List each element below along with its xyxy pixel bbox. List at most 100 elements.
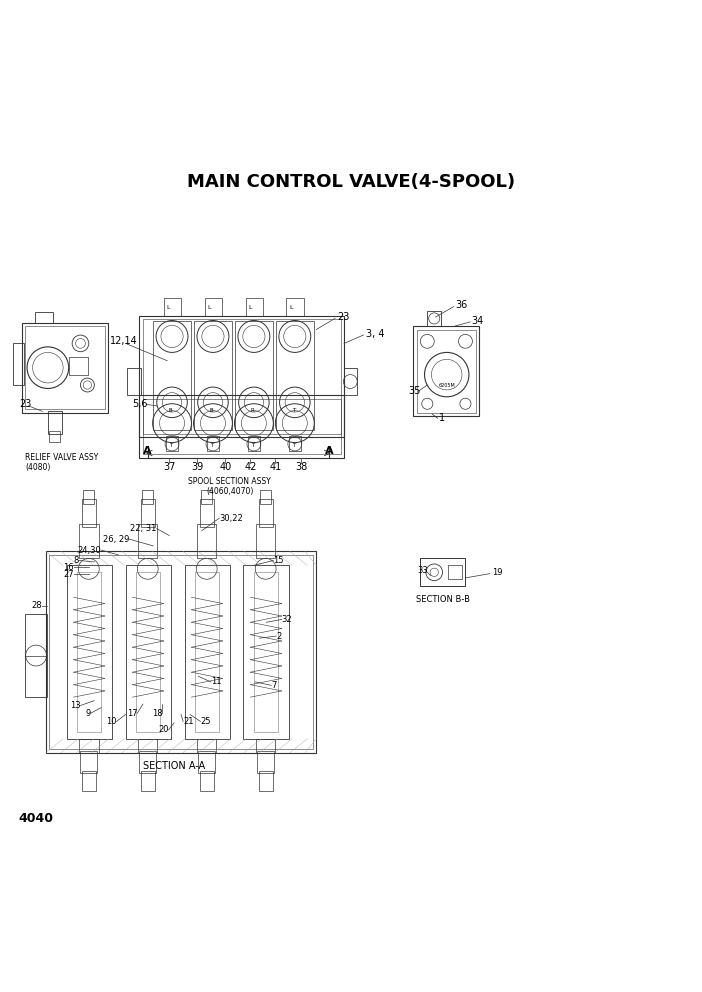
Text: 1: 1 xyxy=(439,414,445,424)
Text: B: B xyxy=(210,408,213,414)
Bar xyxy=(81,751,97,774)
Text: R: R xyxy=(251,408,254,414)
Text: 41: 41 xyxy=(269,462,282,472)
Text: 40: 40 xyxy=(219,462,232,472)
Bar xyxy=(413,326,479,417)
Text: T: T xyxy=(169,442,172,447)
Text: L: L xyxy=(249,305,252,310)
Text: 21: 21 xyxy=(183,717,194,726)
Bar xyxy=(69,357,88,375)
Bar xyxy=(77,572,101,732)
Bar xyxy=(259,772,272,791)
Text: 8: 8 xyxy=(74,556,79,565)
Text: 15: 15 xyxy=(273,556,284,565)
Text: 22, 31: 22, 31 xyxy=(131,524,157,533)
Bar xyxy=(235,321,273,431)
Text: 17: 17 xyxy=(127,708,138,717)
Bar xyxy=(166,435,178,451)
Bar xyxy=(417,329,476,413)
Text: 33: 33 xyxy=(417,565,428,574)
Text: 35: 35 xyxy=(408,386,420,396)
Text: 28: 28 xyxy=(32,601,42,610)
Text: MAIN CONTROL VALVE(4-SPOOL): MAIN CONTROL VALVE(4-SPOOL) xyxy=(187,174,515,191)
Bar xyxy=(127,368,141,396)
Text: L: L xyxy=(167,305,171,310)
Text: 19: 19 xyxy=(492,567,503,576)
Bar xyxy=(199,751,215,774)
Bar xyxy=(254,572,278,732)
Text: 27: 27 xyxy=(63,569,74,579)
Text: 24,30: 24,30 xyxy=(77,546,101,555)
Text: 11: 11 xyxy=(211,678,221,686)
Bar xyxy=(79,739,98,753)
Text: $\mathbf{A}$: $\mathbf{A}$ xyxy=(143,443,153,455)
Text: SECTION A-A: SECTION A-A xyxy=(143,761,205,771)
Bar xyxy=(49,555,313,749)
Bar xyxy=(201,490,212,504)
Bar xyxy=(256,739,275,753)
Bar xyxy=(49,432,60,441)
Text: 16: 16 xyxy=(63,562,74,572)
Bar xyxy=(448,565,462,579)
Text: 20: 20 xyxy=(158,725,168,734)
Text: 34: 34 xyxy=(472,315,484,325)
Text: 12,14: 12,14 xyxy=(110,336,138,346)
Bar xyxy=(136,572,160,732)
Text: 36: 36 xyxy=(455,301,468,310)
Bar xyxy=(84,490,94,504)
Text: 9: 9 xyxy=(86,708,91,717)
Text: 39: 39 xyxy=(192,462,204,472)
Text: 7: 7 xyxy=(271,681,277,689)
Bar xyxy=(289,435,301,451)
Text: 42: 42 xyxy=(245,462,257,472)
Text: 5,6: 5,6 xyxy=(133,400,148,410)
Bar xyxy=(200,499,213,527)
Bar xyxy=(259,499,272,527)
Text: 30,22: 30,22 xyxy=(219,514,243,523)
Bar xyxy=(141,772,154,791)
Text: 13: 13 xyxy=(69,701,81,710)
Bar xyxy=(13,343,24,385)
Bar xyxy=(35,312,53,322)
Text: 25: 25 xyxy=(201,717,211,726)
Bar xyxy=(197,524,216,558)
Text: SPOOL SECTION ASSY
(4060,4070): SPOOL SECTION ASSY (4060,4070) xyxy=(188,476,271,496)
Bar xyxy=(143,490,153,504)
Bar xyxy=(344,368,357,396)
Bar xyxy=(246,299,263,315)
Text: 38: 38 xyxy=(296,462,307,472)
Text: T: T xyxy=(251,442,254,447)
Text: 32: 32 xyxy=(282,615,292,624)
Bar xyxy=(140,315,344,437)
Text: L: L xyxy=(290,305,293,310)
Bar xyxy=(82,772,95,791)
Bar xyxy=(276,321,314,431)
Bar xyxy=(25,614,47,697)
Text: $\mathbf{A}$: $\mathbf{A}$ xyxy=(324,443,334,455)
Bar xyxy=(79,524,98,558)
Bar xyxy=(25,326,105,410)
Bar xyxy=(22,322,108,413)
Bar xyxy=(143,319,340,434)
Bar xyxy=(197,739,216,753)
Bar xyxy=(143,399,340,454)
Bar xyxy=(195,572,219,732)
Bar xyxy=(260,490,271,504)
Text: 23: 23 xyxy=(20,399,32,409)
Bar xyxy=(428,310,441,326)
Bar xyxy=(194,321,232,431)
Text: 23: 23 xyxy=(337,312,350,322)
Text: T: T xyxy=(210,442,213,447)
Bar xyxy=(256,524,275,558)
Text: 2: 2 xyxy=(276,632,282,641)
Text: B: B xyxy=(169,408,173,414)
Bar xyxy=(244,565,289,739)
Bar xyxy=(140,396,344,458)
Text: 10: 10 xyxy=(106,717,117,726)
Bar xyxy=(138,739,157,753)
Bar xyxy=(205,299,222,315)
Bar xyxy=(126,565,171,739)
Bar xyxy=(48,412,62,434)
Bar xyxy=(200,772,213,791)
Bar xyxy=(138,524,157,558)
